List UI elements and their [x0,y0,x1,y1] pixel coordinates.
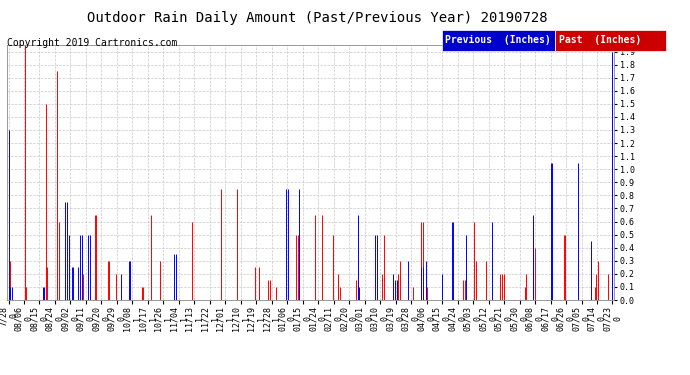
Text: Past  (Inches): Past (Inches) [559,35,641,45]
Text: Outdoor Rain Daily Amount (Past/Previous Year) 20190728: Outdoor Rain Daily Amount (Past/Previous… [87,11,548,25]
Text: Previous  (Inches): Previous (Inches) [445,35,551,45]
Text: Copyright 2019 Cartronics.com: Copyright 2019 Cartronics.com [7,38,177,48]
